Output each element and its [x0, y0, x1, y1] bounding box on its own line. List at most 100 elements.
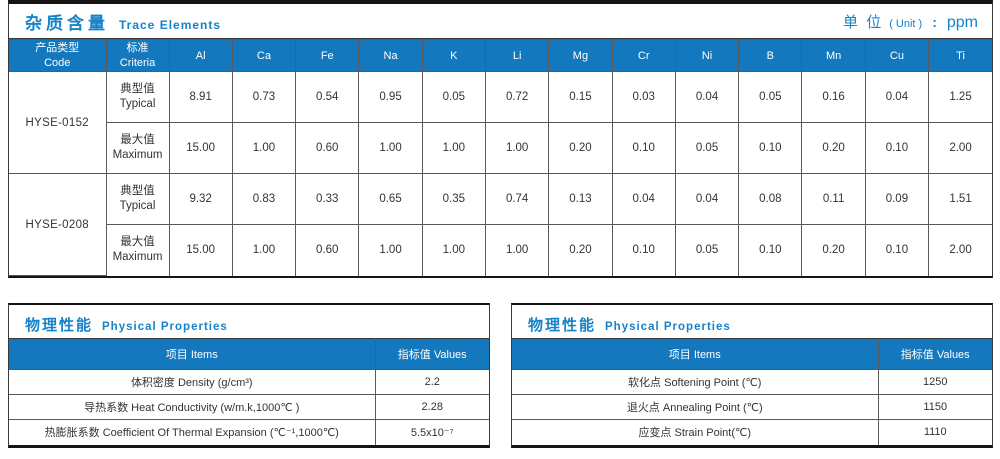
col-values-zh: 指标值: [397, 349, 431, 361]
value-cell: 0.11: [801, 173, 866, 225]
unit-zh: 单 位: [843, 13, 884, 31]
value-cell: 0.83: [231, 173, 297, 225]
value-cell: 0.10: [611, 224, 676, 276]
physical-properties-panel-right: 物理性能 Physical Properties 项目 Items 指标值 Va…: [511, 303, 993, 448]
col-header-na: Na: [358, 39, 423, 72]
table-row: 导热系数 Heat Conductivity (w/m.k,1000℃ ) 2.…: [9, 394, 489, 420]
unit-value: ppm: [946, 13, 978, 31]
physical-title-zh: 物理性能: [528, 317, 597, 334]
value-cell: 0.10: [864, 122, 930, 174]
col-header-values: 指标值 Values: [877, 338, 992, 370]
value-cell: 0.20: [801, 122, 866, 174]
product-code: HYSE-0152: [9, 71, 107, 174]
col-header-b: B: [738, 39, 803, 72]
col-header-ti: Ti: [928, 39, 992, 72]
value-cell: 0.05: [674, 224, 740, 276]
criteria-en: Maximum: [112, 149, 163, 161]
criteria-cell: 典型值 Typical: [105, 71, 170, 123]
item-cell: 体积密度 Density (g/cm³): [9, 369, 376, 395]
criteria-zh: 典型值: [120, 185, 155, 198]
value-cell: 0.72: [484, 71, 550, 123]
value-cell: 1150: [877, 394, 992, 420]
physical-title-right: 物理性能 Physical Properties: [512, 305, 992, 338]
phys-header-row: 项目 Items 指标值 Values: [512, 338, 992, 370]
item-cell: 导热系数 Heat Conductivity (w/m.k,1000℃ ): [9, 394, 376, 420]
criteria-en: Typical: [119, 98, 156, 110]
col-header-code: 产品类型 Code: [9, 39, 107, 72]
value-cell: 0.60: [295, 122, 360, 174]
item-cell: 软化点 Softening Point (℃): [512, 369, 879, 395]
col-header-cu: Cu: [864, 39, 930, 72]
item-cell: 应变点 Strain Point(℃): [512, 419, 879, 445]
value-cell: 0.03: [611, 71, 676, 123]
criteria-zh: 最大值: [120, 236, 155, 249]
col-header-ca: Ca: [231, 39, 297, 72]
item-cell: 热膨胀系数 Coefficient Of Thermal Expansion (…: [9, 419, 376, 445]
value-cell: 0.04: [611, 173, 676, 225]
value-cell: 1.00: [358, 122, 423, 174]
value-cell: 0.13: [548, 173, 613, 225]
table-row: 最大值 Maximum 15.00 1.00 0.60 1.00 1.00 1.…: [9, 122, 992, 174]
value-cell: 0.04: [674, 173, 740, 225]
value-cell: 0.54: [295, 71, 360, 123]
value-cell: 0.08: [738, 173, 803, 225]
table-row: 体积密度 Density (g/cm³) 2.2: [9, 369, 489, 395]
item-cell: 退火点 Annealing Point (℃): [512, 394, 879, 420]
unit-label: 单 位 ( Unit ) : ppm: [843, 11, 978, 32]
trace-elements-table: 产品类型 Code 标准 Criteria Al Ca Fe Na K Li M…: [9, 39, 992, 276]
criteria-zh: 最大值: [120, 134, 155, 147]
physical-properties-table-right: 项目 Items 指标值 Values 软化点 Softening Point …: [512, 338, 992, 445]
value-cell: 15.00: [168, 122, 233, 174]
table-row: HYSE-0208 典型值 Typical 9.32 0.83 0.33 0.6…: [9, 173, 992, 276]
criteria-cell: 典型值 Typical: [105, 173, 170, 225]
value-cell: 15.00: [168, 224, 233, 276]
value-cell: 0.74: [484, 173, 550, 225]
value-cell: 0.10: [611, 122, 676, 174]
value-cell: 1.00: [484, 224, 550, 276]
col-header-criteria: 标准 Criteria: [105, 39, 170, 72]
value-cell: 0.10: [738, 224, 803, 276]
col-header-k: K: [421, 39, 486, 72]
table-row: 应变点 Strain Point(℃) 1110: [512, 419, 992, 445]
criteria-cell: 最大值 Maximum: [106, 122, 170, 174]
value-cell: 0.10: [738, 122, 803, 174]
trace-title-zh: 杂质含量: [25, 13, 109, 33]
table-row: 最大值 Maximum 15.00 1.00 0.60 1.00 1.00 1.…: [9, 224, 992, 276]
value-cell: 0.05: [674, 122, 740, 174]
value-cell: 0.04: [674, 71, 740, 123]
col-header-li: Li: [484, 39, 550, 72]
criteria-en: Maximum: [112, 251, 163, 264]
phys-header-row: 项目 Items 指标值 Values: [9, 338, 489, 370]
value-cell: 2.00: [928, 122, 992, 174]
value-cell: 1250: [877, 369, 992, 395]
col-header-cr: Cr: [611, 39, 676, 72]
value-cell: 2.00: [928, 224, 992, 276]
value-cell: 1110: [877, 419, 992, 445]
physical-title-zh: 物理性能: [25, 317, 94, 334]
value-cell: 0.95: [358, 71, 423, 123]
col-header-al: Al: [168, 39, 233, 72]
value-cell: 0.65: [358, 173, 423, 225]
value-cell: 9.32: [168, 173, 233, 225]
table-row: 退火点 Annealing Point (℃) 1150: [512, 394, 992, 420]
physical-title-en: Physical Properties: [102, 321, 228, 333]
value-cell: 1.00: [421, 122, 486, 174]
col-header-items: 项目 Items: [9, 338, 376, 370]
value-cell: 0.10: [864, 224, 930, 276]
criteria-zh: 典型值: [120, 83, 155, 96]
table-row: 热膨胀系数 Coefficient Of Thermal Expansion (…: [9, 419, 489, 445]
value-cell: 1.25: [928, 71, 992, 123]
table-row: HYSE-0152 典型值 Typical 8.91 0.73 0.54 0.9…: [9, 71, 992, 174]
value-cell: 0.35: [421, 173, 486, 225]
col-header-values: 指标值 Values: [374, 338, 489, 370]
value-cell: 1.00: [358, 224, 423, 276]
value-cell: 1.00: [421, 224, 486, 276]
col-header-fe: Fe: [295, 39, 360, 72]
trace-elements-panel: 杂质含量 Trace Elements 单 位 ( Unit ) : ppm 产…: [8, 0, 993, 278]
col-code-zh: 产品类型: [35, 42, 80, 55]
value-cell: 2.2: [374, 369, 489, 395]
col-code-en: Code: [44, 56, 71, 69]
col-header-mg: Mg: [548, 39, 613, 72]
value-cell: 1.00: [231, 122, 297, 174]
col-criteria-zh: 标准: [126, 42, 149, 55]
